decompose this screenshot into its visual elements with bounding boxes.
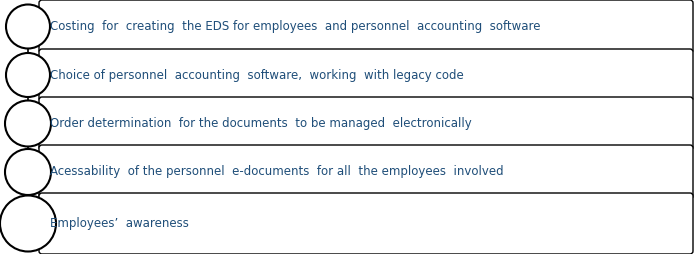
FancyBboxPatch shape (39, 145, 693, 199)
Circle shape (0, 196, 56, 251)
FancyBboxPatch shape (39, 97, 693, 150)
Circle shape (5, 149, 51, 195)
Text: Acessability  of the personnel  e-documents  for all  the employees  involved: Acessability of the personnel e-document… (50, 166, 504, 179)
Circle shape (5, 101, 51, 147)
Circle shape (6, 53, 50, 97)
Text: Employees’  awareness: Employees’ awareness (50, 217, 189, 230)
FancyBboxPatch shape (39, 49, 693, 101)
Text: Order determination  for the documents  to be managed  electronically: Order determination for the documents to… (50, 117, 472, 130)
Text: Costing  for  creating  the EDS for employees  and personnel  accounting  softwa: Costing for creating the EDS for employe… (50, 20, 540, 33)
FancyBboxPatch shape (39, 193, 693, 254)
Text: Choice of personnel  accounting  software,  working  with legacy code: Choice of personnel accounting software,… (50, 69, 464, 82)
Circle shape (6, 5, 50, 49)
FancyBboxPatch shape (39, 0, 693, 53)
